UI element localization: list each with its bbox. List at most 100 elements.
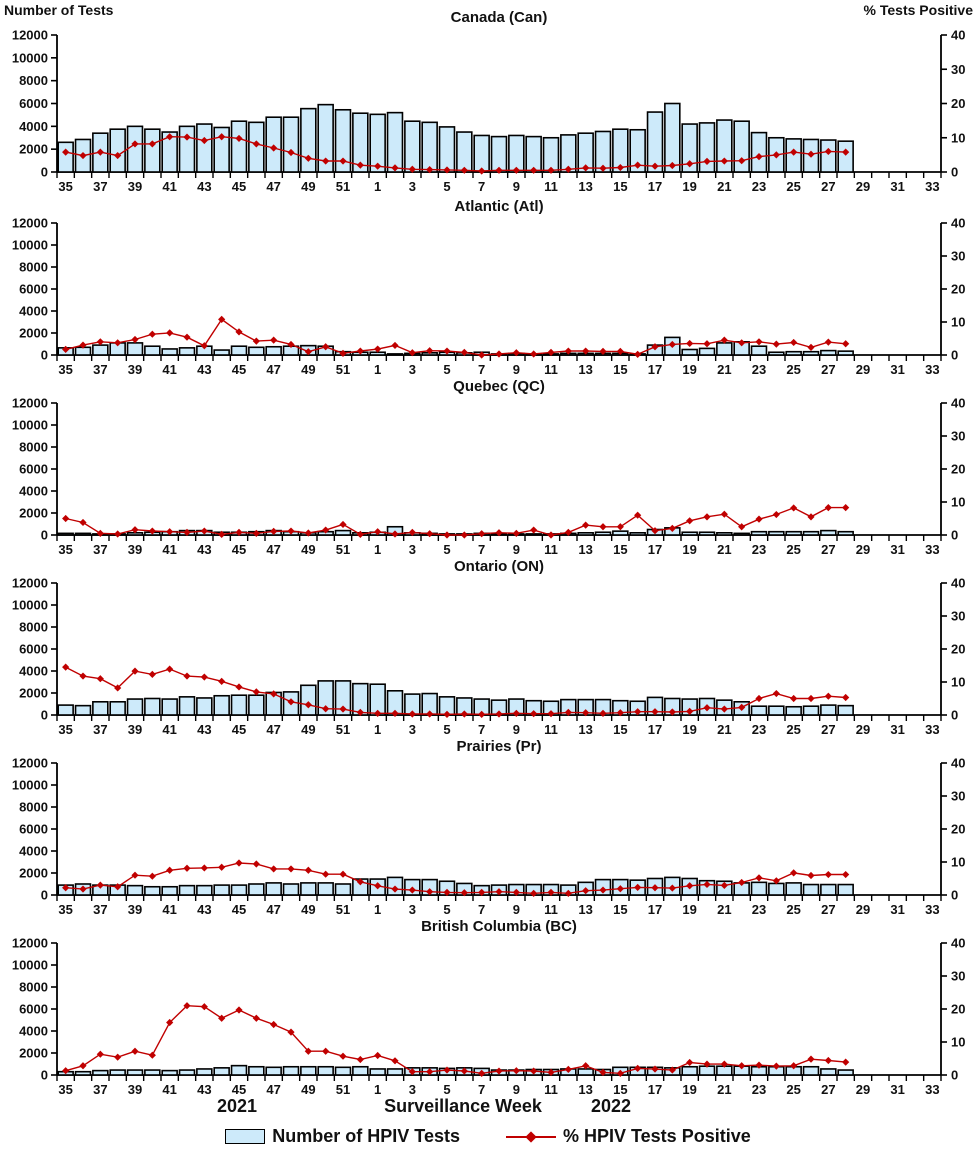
- y-tick-label: 0: [951, 708, 958, 723]
- y-tick-label: 2000: [19, 326, 48, 341]
- pct-positive-line: [65, 506, 846, 536]
- y-axis-right: 0 10 20 30 40: [941, 216, 965, 363]
- diamond-marker-icon: [339, 157, 347, 165]
- diamond-marker-icon: [478, 351, 486, 359]
- x-tick-label: 3: [409, 179, 416, 194]
- diamond-marker-icon: [426, 166, 434, 174]
- diamond-marker-icon: [842, 148, 850, 156]
- diamond-marker-icon: [824, 870, 832, 879]
- y-tick-label: 20: [951, 462, 965, 477]
- bar: [716, 532, 733, 536]
- diamond-marker-icon: [374, 162, 382, 170]
- x-tick-label: 5: [443, 362, 450, 375]
- bar: [681, 123, 698, 173]
- diamond-marker-icon: [842, 1058, 850, 1066]
- y-tick-label: 8000: [19, 440, 48, 455]
- x-tick-label: 7: [478, 362, 485, 375]
- bar: [334, 108, 352, 173]
- bar: [802, 883, 820, 896]
- x-tick-label: 13: [578, 722, 592, 735]
- pct-positive-line-series: [62, 133, 850, 175]
- diamond-marker-icon: [391, 164, 399, 172]
- x-axis: 35 37 39 41 43 45 47 49 51 1 3 5 7 9 11 13 15 17 19 21 23 25 2…: [56, 895, 942, 915]
- bar: [820, 704, 837, 716]
- diamond-marker-icon: [703, 157, 711, 165]
- diamond-marker-icon: [62, 345, 70, 353]
- x-tick-label: 25: [786, 179, 800, 194]
- diamond-marker-icon: [755, 338, 763, 346]
- diamond-marker-icon: [235, 683, 243, 691]
- axes: [56, 943, 942, 1076]
- diamond-marker-icon: [460, 1067, 468, 1075]
- bar-swatch-icon: [225, 1129, 266, 1144]
- bar: [317, 882, 334, 896]
- x-tick-label: 21: [717, 179, 731, 194]
- diamond-marker-icon: [62, 884, 70, 892]
- bar: [248, 346, 265, 356]
- diamond-marker-icon: [96, 675, 104, 683]
- y-tick-label: 30: [951, 789, 965, 804]
- x-tick-label: 5: [443, 902, 450, 915]
- diamond-marker-icon: [772, 877, 780, 885]
- x-tick-label: 49: [301, 542, 315, 555]
- x-tick-label: 11: [544, 542, 558, 555]
- x-tick-label: 5: [443, 542, 450, 555]
- x-tick-label: 29: [856, 902, 870, 915]
- diamond-marker-icon: [755, 152, 763, 161]
- bar: [750, 881, 768, 896]
- y-tick-label: 30: [951, 62, 965, 77]
- diamond-marker-icon: [824, 147, 832, 156]
- diamond-marker-icon: [200, 342, 208, 350]
- diamond-marker-icon: [824, 338, 832, 346]
- y-tick-label: 10000: [12, 778, 48, 793]
- diamond-marker-icon: [530, 1067, 538, 1075]
- diamond-marker-icon: [408, 710, 416, 718]
- diamond-marker-icon: [599, 1068, 607, 1076]
- x-tick-label: 3: [409, 722, 416, 735]
- x-tick-label: 23: [752, 722, 766, 735]
- diamond-marker-icon: [252, 1014, 260, 1022]
- diamond-marker-icon: [131, 140, 139, 148]
- x-tick-label: 21: [717, 542, 731, 555]
- bar: [785, 350, 802, 356]
- diamond-marker-icon: [547, 348, 555, 356]
- diamond-marker-icon: [62, 663, 70, 671]
- diamond-marker-icon: [304, 154, 312, 162]
- x-tick-label: 41: [162, 1082, 176, 1095]
- x-tick-label: 15: [613, 1082, 627, 1095]
- diamond-marker-icon: [582, 164, 590, 172]
- x-tick-label: 37: [93, 542, 107, 555]
- diamond-marker-icon: [530, 526, 538, 534]
- diamond-marker-icon: [200, 673, 208, 681]
- diamond-marker-icon: [703, 340, 711, 348]
- x-tick-label: 7: [478, 902, 485, 915]
- diamond-marker-icon: [166, 528, 174, 536]
- chart-panel-ontario-on: Ontario (ON)0200040006000800010000120000…: [12, 558, 966, 735]
- x-tick-label: 41: [162, 902, 176, 915]
- diamond-marker-icon: [495, 350, 503, 358]
- x-tick-label: 23: [752, 362, 766, 375]
- x-tick-label: 49: [301, 722, 315, 735]
- diamond-marker-icon: [235, 134, 243, 143]
- bar: [144, 128, 161, 173]
- diamond-marker-icon: [495, 166, 503, 174]
- diamond-marker-icon: [564, 1065, 572, 1073]
- y-tick-label: 4000: [19, 844, 48, 859]
- bar: [230, 120, 248, 173]
- bar: [178, 696, 196, 716]
- bar: [768, 351, 785, 356]
- bar: [629, 532, 646, 536]
- bar: [577, 532, 594, 536]
- bar: [92, 344, 109, 356]
- y-tick-label: 40: [951, 756, 965, 771]
- bar: [837, 883, 854, 896]
- diamond-marker-icon: [599, 164, 607, 172]
- y-tick-label: 10: [951, 495, 965, 510]
- diamond-marker-icon: [183, 1002, 191, 1010]
- diamond-marker-icon: [703, 704, 711, 712]
- y-tick-label: 6000: [19, 1002, 48, 1017]
- diamond-marker-icon: [322, 1047, 330, 1055]
- y-tick-label: 8000: [19, 620, 48, 635]
- bar: [178, 1069, 196, 1076]
- left-axis-title: Number of Tests: [4, 2, 114, 18]
